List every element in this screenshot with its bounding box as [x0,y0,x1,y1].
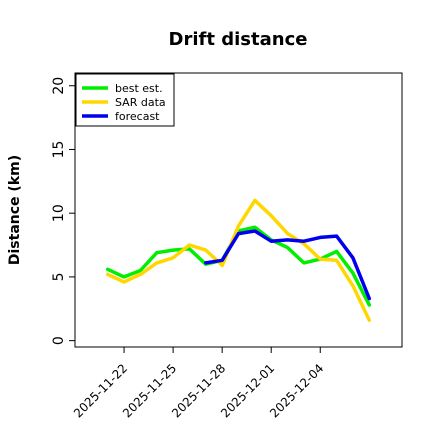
plot-frame [74,72,403,348]
y-tick-label: 10 [51,204,67,222]
legend-label: best est. [115,82,163,95]
y-axis-label: Distance (km) [7,155,23,265]
series-line-best-est [105,225,372,307]
y-tick-label: 20 [51,77,67,95]
legend-label: forecast [115,110,160,123]
y-axis: 0 5 10 15 20 [51,77,75,345]
series-layer [105,198,372,322]
y-tick-label: 5 [51,272,67,281]
x-axis: 2025-11-222025-11-252025-11-282025-12-01… [71,347,326,420]
y-tick-label: 15 [51,141,67,159]
series-line-sar-data [105,198,372,322]
chart-title: Drift distance [169,29,308,50]
series-line-forecast [204,229,372,301]
y-tick-label: 0 [51,336,67,345]
legend-label: SAR data [115,96,166,109]
